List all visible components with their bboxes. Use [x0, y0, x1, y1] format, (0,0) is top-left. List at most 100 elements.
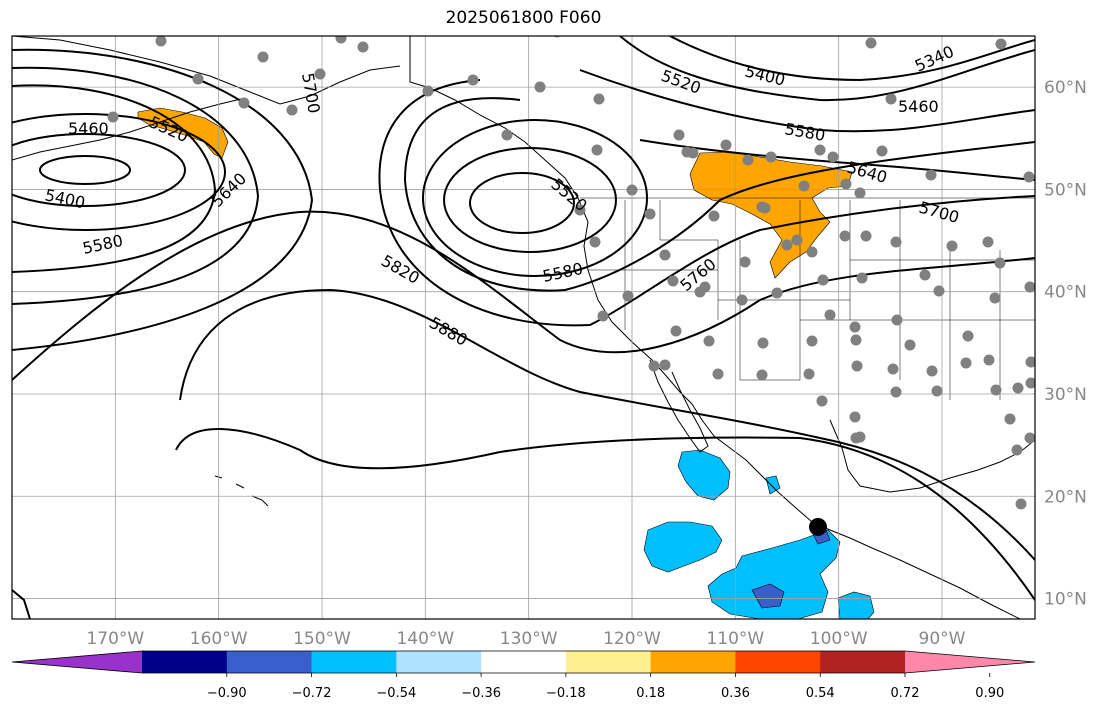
- station-dot: [644, 208, 656, 220]
- station-dot: [1023, 171, 1035, 183]
- colorbar-segment: [820, 651, 906, 673]
- coastline-baja: [649, 359, 709, 453]
- station-dot: [995, 38, 1007, 50]
- station-dot: [933, 285, 945, 297]
- colorbar-outline: [11, 650, 1036, 674]
- lon-tick-label: 160°W: [190, 629, 248, 649]
- station-dot: [925, 169, 937, 181]
- station-dot: [814, 144, 826, 156]
- station-dot: [865, 37, 877, 49]
- colorbar-tick-label: −0.72: [292, 686, 332, 701]
- map-title: 2025061800 F060: [445, 8, 602, 28]
- station-dot: [791, 234, 803, 246]
- station-dot: [1011, 444, 1023, 456]
- station-dot: [890, 236, 902, 248]
- station-dot: [887, 363, 899, 375]
- station-dot: [946, 240, 958, 252]
- colorbar-segment: [311, 651, 397, 673]
- lat-tick-label: 30°N: [1044, 385, 1087, 405]
- station-dot: [851, 360, 863, 372]
- station-dot: [314, 68, 326, 80]
- station-dot: [781, 239, 793, 251]
- lat-tick-label: 60°N: [1044, 78, 1087, 98]
- station-dot: [904, 339, 916, 351]
- station-dot: [534, 81, 546, 93]
- colorbar-segment: [481, 651, 567, 673]
- station-dot: [931, 385, 943, 397]
- station-dot: [670, 325, 682, 337]
- lon-axis-labels: 170°W 160°W 150°W 140°W 130°W 120°W 110°W 100°W…: [86, 629, 965, 649]
- station-dot: [850, 432, 862, 444]
- colorbar-tick-label: 0.18: [636, 686, 665, 701]
- lon-tick-label: 150°W: [293, 629, 351, 649]
- station-dot: [756, 369, 768, 381]
- lon-tick-label: 90°W: [919, 629, 966, 649]
- station-dot: [238, 97, 250, 109]
- station-dot: [860, 230, 872, 242]
- station-dot: [982, 236, 994, 248]
- colorbar-segment: [650, 651, 736, 673]
- colorbar-tick-label: 0.54: [806, 686, 835, 701]
- colorbar-segment: [565, 651, 652, 673]
- coastline-north-america: [409, 36, 1021, 619]
- station-dot: [597, 310, 609, 322]
- station-dot: [824, 309, 836, 321]
- contour-label-5460-north: 5460: [898, 97, 939, 116]
- station-dot: [806, 335, 818, 347]
- lat-tick-label: 50°N: [1044, 180, 1087, 200]
- station-dot: [699, 281, 711, 293]
- station-dot: [155, 36, 167, 47]
- station-dot: [1025, 377, 1035, 389]
- colorbar-extend-high: [905, 651, 1035, 673]
- gridlines: [12, 36, 1035, 619]
- station-dot: [1024, 432, 1035, 444]
- station-dot: [659, 249, 671, 261]
- lon-tick-label: 100°W: [810, 629, 868, 649]
- station-markers: [107, 36, 1035, 510]
- station-dot: [622, 290, 634, 302]
- coastline-alaska: [12, 36, 401, 105]
- station-dot: [648, 360, 660, 372]
- station-dot: [257, 51, 269, 63]
- colorbar-tick-label: −0.90: [207, 686, 247, 701]
- station-dot: [742, 154, 754, 166]
- station-dot: [286, 104, 298, 116]
- orange-anomaly-regions: [137, 107, 853, 279]
- station-dot: [885, 93, 897, 105]
- station-dot: [1015, 498, 1027, 510]
- station-dot: [849, 411, 861, 423]
- colorbar-segment: [396, 651, 482, 673]
- station-dot: [890, 386, 902, 398]
- station-dot: [816, 395, 828, 407]
- station-dot: [703, 335, 715, 347]
- station-dot: [357, 41, 369, 53]
- station-dot: [771, 287, 783, 299]
- lat-tick-label: 20°N: [1044, 487, 1087, 507]
- aleutians: [12, 97, 246, 161]
- colorbar-tick-labels: −0.90 −0.72 −0.54 −0.36 −0.18 0.18 0.36 0.54 0.7…: [207, 686, 1004, 701]
- colorbar-segment: [142, 651, 228, 673]
- contour-label-5460-west: 5460: [68, 119, 109, 138]
- station-dot: [736, 294, 748, 306]
- lon-tick-label: 130°W: [500, 629, 558, 649]
- colorbar-segment: [226, 651, 313, 673]
- station-dot: [708, 210, 720, 222]
- coastline-gulf-of-mexico: [829, 419, 1035, 493]
- station-dot: [501, 129, 513, 141]
- station-dot: [720, 139, 732, 151]
- station-dot: [673, 129, 685, 141]
- lat-axis-labels: 10°N 20°N 30°N 40°N 50°N 60°N: [1044, 78, 1087, 609]
- station-dot: [107, 111, 119, 123]
- station-dot: [817, 274, 829, 286]
- station-dot: [876, 145, 888, 157]
- station-dot: [962, 330, 974, 342]
- highlight-markers: [809, 517, 827, 536]
- colorbar-extend-low: [12, 651, 142, 673]
- station-dot: [1004, 413, 1016, 425]
- station-dot: [798, 180, 810, 192]
- lon-tick-label: 120°W: [603, 629, 661, 649]
- station-dot: [989, 292, 1001, 304]
- orange-region-rockies: [689, 151, 853, 279]
- station-dot: [1025, 356, 1035, 368]
- station-dot: [712, 368, 724, 380]
